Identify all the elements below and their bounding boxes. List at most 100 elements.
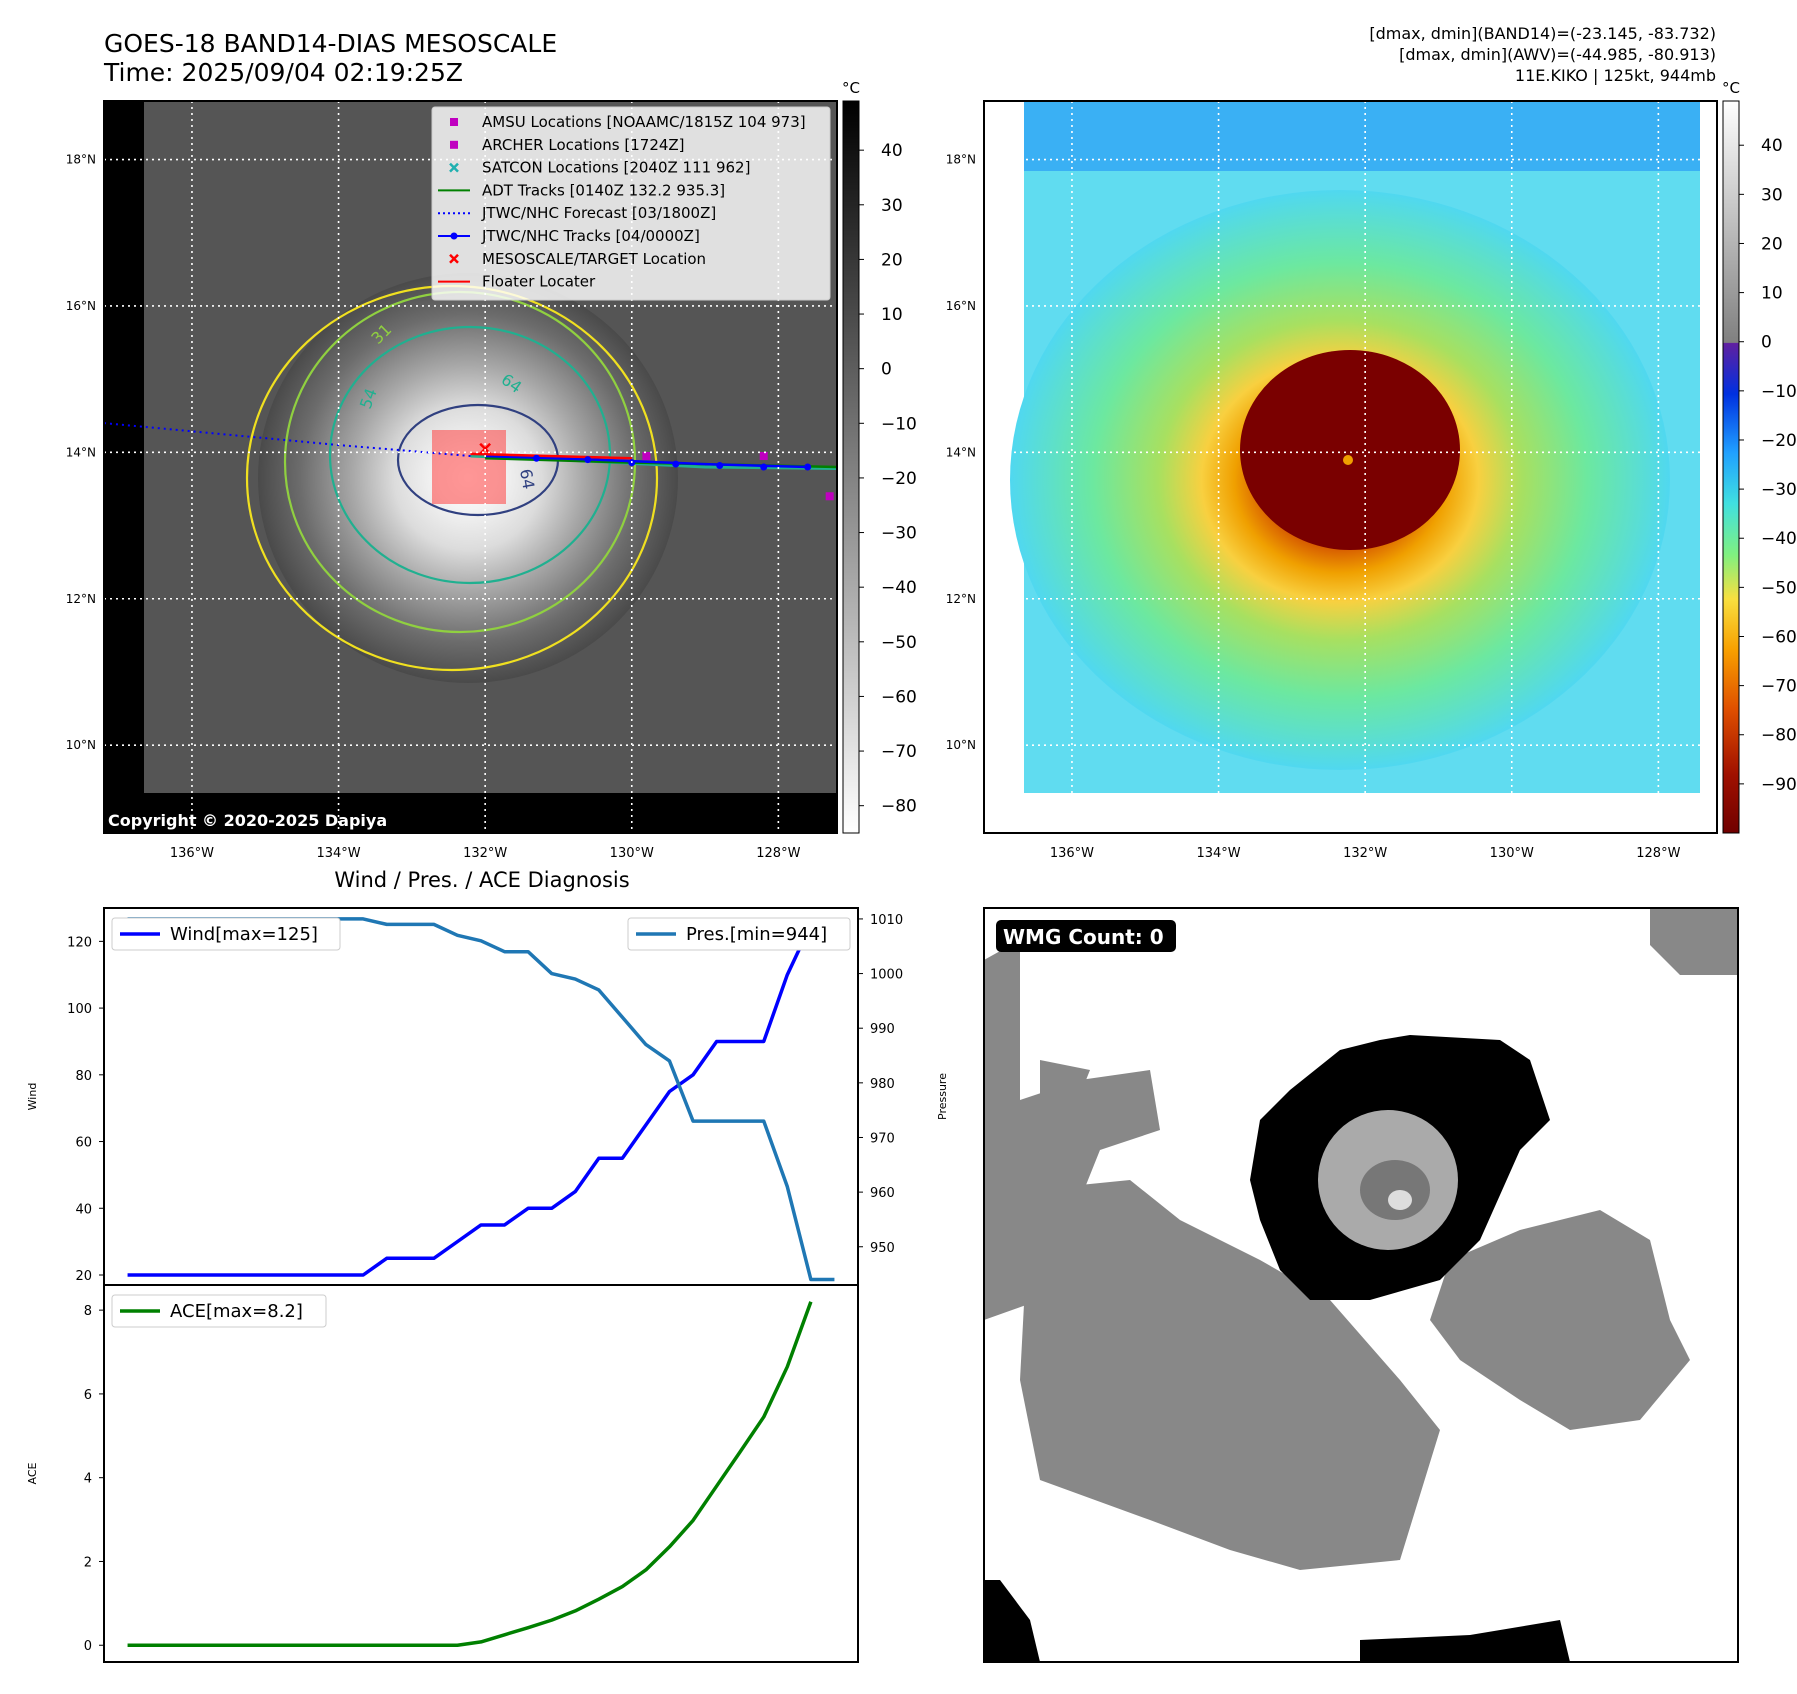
colorbar-tick-label: −90 bbox=[1761, 775, 1797, 795]
legend-label: MESOSCALE/TARGET Location bbox=[482, 250, 706, 268]
ir-gray-map-panel: 31 54 64 64 136°W 134°W 132°W 130°W 128°W18°… bbox=[66, 100, 838, 861]
best-track-point bbox=[584, 456, 592, 464]
colorbar-tick-label: −20 bbox=[881, 469, 917, 489]
lat-tick-label: 12°N bbox=[66, 592, 96, 606]
colorbar-tick-label: 20 bbox=[881, 250, 903, 270]
colorbar-tick-label: −20 bbox=[1761, 431, 1797, 451]
lon-tick-label: 128°W bbox=[1636, 846, 1680, 861]
y2-tick-label: 980 bbox=[870, 1077, 895, 1092]
best-track-point bbox=[760, 463, 768, 471]
y-tick-label: 80 bbox=[75, 1069, 92, 1084]
ace-chart: 0 2 4 6 8 ACE ACE[max=8.2] bbox=[26, 1284, 859, 1663]
colorbar-tick-label: 0 bbox=[881, 360, 892, 380]
colorbar-tick-label: −40 bbox=[881, 578, 917, 598]
lat-tick-label: 14°N bbox=[946, 445, 976, 459]
wmg-panel: WMG Count: 0 bbox=[983, 907, 1739, 1663]
mesoscale-target-box bbox=[432, 430, 506, 504]
best-track-line bbox=[485, 454, 808, 469]
figure-title: GOES-18 BAND14-DIAS MESOSCALE bbox=[104, 29, 557, 58]
y2-tick-label: 990 bbox=[870, 1022, 895, 1037]
y-tick-label: 100 bbox=[67, 1002, 92, 1017]
amsu-marker bbox=[825, 492, 834, 501]
color-eyewall bbox=[1240, 350, 1460, 550]
lat-tick-label: 18°N bbox=[66, 153, 96, 167]
colorbar-tick-label: −70 bbox=[1761, 677, 1797, 697]
y-tick-label: 40 bbox=[75, 1202, 92, 1217]
gray-colorbar-unit: °C bbox=[842, 79, 860, 97]
legend-label: JTWC/NHC Forecast [03/1800Z] bbox=[481, 204, 716, 222]
lon-tick-label: 130°W bbox=[610, 846, 654, 861]
y-axis-label: Wind bbox=[26, 1083, 39, 1111]
y2-tick-label: 950 bbox=[870, 1241, 895, 1256]
lon-tick-label: 128°W bbox=[756, 846, 800, 861]
colorbar-tick-label: −50 bbox=[881, 633, 917, 653]
stats-awv: [dmax, dmin](AWV)=(-44.985, -80.913) bbox=[1399, 45, 1716, 64]
colorbar-tick-label: 20 bbox=[1761, 234, 1783, 254]
color-colorbar-unit: °C bbox=[1722, 79, 1740, 97]
lon-tick-label: 130°W bbox=[1490, 846, 1534, 861]
color-colorbar-gradient bbox=[1722, 100, 1740, 834]
storm-info: 11E.KIKO | 125kt, 944mb bbox=[1515, 66, 1716, 85]
colorbar-tick-label: −10 bbox=[881, 414, 917, 434]
map-frame bbox=[103, 100, 838, 834]
figure-time: Time: 2025/09/04 02:19:25Z bbox=[103, 58, 463, 87]
lon-tick-label: 136°W bbox=[170, 846, 214, 861]
contour-label-64-bottom: 64 bbox=[516, 467, 538, 490]
legend-box bbox=[431, 106, 831, 301]
lon-tick-label: 132°W bbox=[463, 846, 507, 861]
colorbar-tick-label: 30 bbox=[1761, 185, 1783, 205]
series-line-1 bbox=[127, 922, 835, 1277]
colorbar-tick-label: 30 bbox=[881, 196, 903, 216]
colorbar-tick-label: −80 bbox=[1761, 726, 1797, 746]
stats-band14: [dmax, dmin](BAND14)=(-23.145, -83.732) bbox=[1369, 24, 1716, 43]
colorbar-tick-label: 40 bbox=[1761, 136, 1783, 156]
wmg-frame bbox=[983, 907, 1739, 1663]
diagnosis-title: Wind / Pres. / ACE Diagnosis bbox=[334, 868, 629, 892]
legend-square-icon bbox=[450, 118, 458, 126]
lon-tick-label: 136°W bbox=[1050, 846, 1094, 861]
colorbar-tick-label: −70 bbox=[881, 742, 917, 762]
gray-colorbar: °C 40 30 20 10 0 −10 −20 −30 −40 −50 −60 −70 −80 bbox=[842, 79, 917, 834]
color-colorbar: °C 40 30 20 10 0 −10 −20 −30 −40 −50 −60 −70 −80 −90 bbox=[1722, 79, 1797, 834]
colorbar-tick-label: −50 bbox=[1761, 578, 1797, 598]
copyright-text: Copyright © 2020-2025 Dapiya bbox=[108, 811, 387, 830]
wind-pressure-chart: 20 40 60 80 100 120 Wind 950 960 970 980 990 1000 101… bbox=[26, 907, 949, 1286]
chart-legend-box bbox=[111, 1294, 327, 1328]
chart-plot-area bbox=[103, 1284, 859, 1663]
y-tick-label: 8 bbox=[84, 1304, 92, 1319]
y2-tick-label: 1000 bbox=[870, 968, 903, 983]
y2-tick-label: 970 bbox=[870, 1131, 895, 1146]
y-tick-label: 60 bbox=[75, 1136, 92, 1151]
chart-legend-label: Pres.[min=944] bbox=[686, 924, 827, 945]
best-track-point bbox=[716, 462, 724, 470]
y-tick-label: 120 bbox=[67, 935, 92, 950]
color-ir-cold-band bbox=[1024, 101, 1700, 171]
chart-legend-box bbox=[627, 917, 851, 951]
lat-tick-label: 16°N bbox=[66, 299, 96, 313]
chart-legend-label: ACE[max=8.2] bbox=[170, 1301, 303, 1322]
series-line-1 bbox=[127, 1301, 813, 1647]
color-map-frame bbox=[983, 100, 1718, 834]
colorbar-tick-label: −80 bbox=[881, 797, 917, 817]
colorbar-tick-label: −60 bbox=[881, 687, 917, 707]
y-axis-label: ACE bbox=[26, 1462, 39, 1484]
y2-axis-label: Pressure bbox=[936, 1073, 949, 1120]
lon-tick-label: 134°W bbox=[1196, 846, 1240, 861]
colorbar-tick-label: 10 bbox=[1761, 284, 1783, 304]
legend-label: ARCHER Locations [1724Z] bbox=[482, 136, 685, 154]
legend-dot-icon bbox=[450, 232, 458, 240]
y-tick-label: 6 bbox=[84, 1388, 92, 1403]
legend-label: ADT Tracks [0140Z 132.2 935.3] bbox=[482, 181, 725, 199]
track-layer bbox=[104, 422, 837, 501]
lat-tick-label: 14°N bbox=[66, 445, 96, 459]
y2-tick-label: 960 bbox=[870, 1186, 895, 1201]
y-tick-label: 4 bbox=[84, 1472, 92, 1487]
ir-color-map-panel: 136°W 134°W 132°W 130°W 128°W 18°N 16°N 14°N 12°… bbox=[946, 100, 1718, 861]
amsu-marker bbox=[759, 452, 768, 461]
colorbar-tick-label: 40 bbox=[881, 141, 903, 161]
y-tick-label: 2 bbox=[84, 1555, 92, 1570]
legend-label: JTWC/NHC Tracks [04/0000Z] bbox=[481, 227, 700, 245]
legend-x-icon bbox=[449, 162, 459, 173]
colorbar-tick-label: −60 bbox=[1761, 627, 1797, 647]
